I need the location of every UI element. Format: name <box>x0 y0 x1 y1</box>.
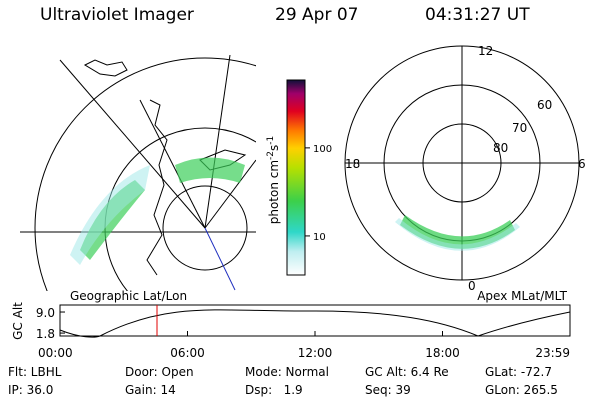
hour-label: 12 <box>478 44 493 58</box>
colorbar: photon cm-2s-1 10 100 <box>266 79 332 276</box>
map-label: Geographic Lat/Lon <box>70 289 187 303</box>
y-label: GC Alt <box>11 302 25 340</box>
info-field: Flt: LBHL <box>8 365 62 379</box>
hour-label: 18 <box>345 157 360 171</box>
right-map: 12 18 6 0 80 70 60 Apex MLat/MLT <box>344 44 586 303</box>
map-label: Apex MLat/MLT <box>477 289 567 303</box>
info-field: GC Alt: 6.4 Re <box>365 365 449 379</box>
colorbar-label: photon cm-2s-1 <box>266 136 281 225</box>
lat-label: 70 <box>512 121 527 135</box>
info-field: Mode: Normal <box>245 365 329 379</box>
lat-label: 80 <box>493 141 508 155</box>
title: Ultraviolet Imager <box>40 5 194 25</box>
x-tick-label: 06:00 <box>170 346 205 360</box>
time: 04:31:27 UT <box>425 5 530 25</box>
tick-label: 10 <box>313 232 326 243</box>
hour-label: 0 <box>468 279 476 293</box>
info-field: IP: 36.0 <box>8 383 53 397</box>
info-field: Gain: 14 <box>125 383 176 397</box>
unit: photon cm <box>267 160 281 224</box>
y-tick-label: 1.8 <box>36 327 55 341</box>
info-field: Seq: 39 <box>365 383 411 397</box>
header: Ultraviolet Imager 29 Apr 07 04:31:27 UT <box>40 5 530 25</box>
lat-label: 60 <box>537 98 552 112</box>
y-tick-label: 9.0 <box>36 306 55 320</box>
x-tick-label: 23:59 <box>535 346 570 360</box>
info-panel: Flt: LBHL Door: Open Mode: Normal GC Alt: 6… <box>8 365 558 397</box>
date: 29 Apr 07 <box>275 5 358 25</box>
info-field: Door: Open <box>125 365 194 379</box>
unit: s <box>267 145 281 151</box>
colorbar-scale <box>286 79 306 276</box>
altitude-curve <box>59 309 571 338</box>
x-tick-label: 00:00 <box>38 346 73 360</box>
hour-label: 6 <box>578 157 586 171</box>
tick-label: 100 <box>313 144 332 155</box>
altitude-plot: GC Alt 9.0 1.8 00:00 06:00 12:00 18:00 23:59 <box>11 302 571 360</box>
info-field: Dsp: 1.9 <box>245 383 303 397</box>
exponent: -1 <box>266 136 276 145</box>
info-field: GLat: -72.7 <box>485 365 552 379</box>
x-tick-label: 12:00 <box>298 346 333 360</box>
info-field: GLon: 265.5 <box>485 383 558 397</box>
x-tick-label: 18:00 <box>425 346 460 360</box>
left-map <box>20 55 256 291</box>
exponent: -2 <box>266 151 276 160</box>
left-map-label-group: Geographic Lat/Lon <box>70 289 187 303</box>
